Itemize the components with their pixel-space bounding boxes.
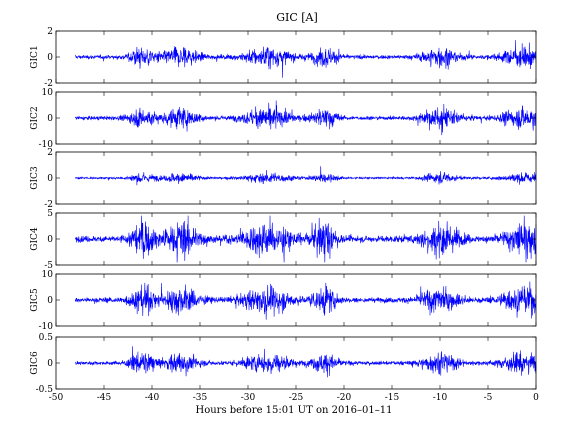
panel-5: 10 0 -10 GIC5: [30, 270, 537, 332]
panel-1: 2 0 -2 GIC1: [30, 27, 537, 89]
y-tick-label: 2: [47, 148, 53, 158]
panel-3: 2 0 -2 GIC3: [30, 148, 537, 210]
x-tick-label: -20: [337, 393, 352, 403]
y-axis-label-gic1: GIC1: [30, 45, 40, 68]
y-tick-label: 2: [47, 27, 53, 37]
panel-6: 0.5 0 -0.5 GIC6: [30, 333, 537, 395]
y-tick-label: -5: [44, 261, 53, 271]
y-tick-label: 10: [42, 88, 54, 98]
y-tick-label: 0: [47, 53, 53, 63]
x-tick-label: -35: [193, 393, 208, 403]
x-tick-label: -30: [241, 393, 256, 403]
series-line-gic3: [74, 166, 537, 186]
panel-4: 5 0 -5 GIC4: [30, 209, 537, 271]
series-line-gic4: [74, 215, 537, 263]
x-tick-labels: -50 -45 -40 -35 -30 -25 -20 -15 -10 -5 0: [49, 393, 539, 403]
y-axis-label-gic2: GIC2: [30, 106, 40, 129]
y-axis-label-gic4: GIC4: [30, 227, 40, 251]
y-tick-label: -10: [39, 322, 54, 332]
x-tick-label: -15: [385, 393, 400, 403]
x-tick-label: -25: [289, 393, 304, 403]
series-line-gic1: [74, 40, 537, 78]
y-tick-label: 10: [42, 270, 54, 280]
y-tick-label: 0: [47, 359, 53, 369]
y-axis-label-gic3: GIC3: [30, 166, 40, 190]
x-tick-label: -40: [145, 393, 160, 403]
y-axis-label-gic5: GIC5: [30, 288, 40, 312]
x-tick-label: 0: [533, 393, 539, 403]
series-line-gic2: [74, 100, 537, 136]
y-axis-label-gic6: GIC6: [30, 351, 40, 375]
x-tick-label: -5: [484, 393, 493, 403]
panel-2: 10 0 -10 GIC2: [30, 88, 537, 150]
y-tick-label: 0.5: [39, 333, 54, 343]
x-tick-label: -50: [49, 393, 64, 403]
y-tick-label: -2: [44, 200, 53, 210]
x-tick-label: -45: [97, 393, 112, 403]
series-line-gic5: [74, 281, 537, 320]
y-tick-label: 0: [47, 174, 53, 184]
x-axis-label: Hours before 15:01 UT on 2016–01–11: [195, 405, 392, 416]
y-tick-label: -10: [39, 140, 54, 150]
y-tick-label: -2: [44, 79, 53, 89]
y-tick-label: 0: [47, 114, 53, 124]
panels: 2 0 -2 GIC1 10 0 -10 GIC2 2 0 -2 GIC3 5 0 -5 GIC4 10 0 -10…: [30, 27, 537, 395]
y-tick-label: 5: [47, 209, 53, 219]
y-tick-label: -0.5: [36, 385, 54, 395]
y-tick-label: 0: [47, 296, 53, 306]
series-line-gic6: [74, 346, 537, 378]
x-tick-label: -10: [433, 393, 448, 403]
y-tick-label: 0: [47, 235, 53, 245]
chart-title: GIC [A]: [276, 11, 318, 24]
